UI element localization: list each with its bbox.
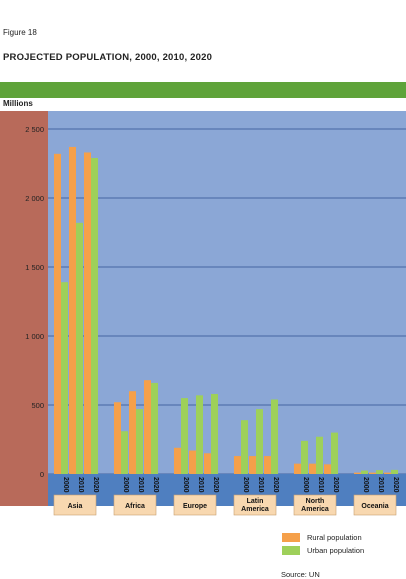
legend-item-urban: Urban population <box>282 544 364 557</box>
x-tick-year: 2000 <box>242 477 249 493</box>
region-label-box <box>233 494 277 516</box>
x-tick-year: 2000 <box>362 477 369 493</box>
y-tick-label: 2 500 <box>25 125 44 134</box>
bar-rural <box>294 463 301 474</box>
bar-rural <box>174 447 181 474</box>
bar-urban <box>91 157 98 475</box>
bar-urban <box>391 469 398 474</box>
legend-item-rural: Rural population <box>282 531 364 544</box>
plot-background <box>48 111 406 506</box>
x-tick-year: 2010 <box>197 477 204 493</box>
bar-urban <box>271 399 278 474</box>
y-axis-label: Millions <box>3 99 33 108</box>
y-tick-label: 1 500 <box>25 263 44 272</box>
bar-urban <box>331 432 338 474</box>
legend-label-urban: Urban population <box>307 546 365 555</box>
region-label: Asia <box>68 503 83 510</box>
y-tick-label: 1 000 <box>25 332 44 341</box>
bar-rural <box>189 450 196 474</box>
bar-urban <box>76 222 83 474</box>
bar-rural <box>84 152 91 474</box>
x-tick-year: 2000 <box>182 477 189 493</box>
bar-rural <box>324 464 331 474</box>
population-chart: 0 500 1 000 1 500 2 000 2 500 2000 2010 2020 Asia… <box>0 111 406 516</box>
bar-rural <box>69 146 76 474</box>
chart-title: PROJECTED POPULATION, 2000, 2010, 2020 <box>3 52 213 63</box>
x-tick-year: 2000 <box>302 477 309 493</box>
bar-rural <box>384 472 391 474</box>
bar-urban <box>196 395 203 474</box>
region-label-box <box>53 494 97 516</box>
region-label: America <box>241 506 269 513</box>
x-tick-year: 2010 <box>377 477 384 493</box>
bar-urban <box>151 382 158 474</box>
x-tick-year: 2010 <box>317 477 324 493</box>
y-axis-panel <box>0 111 48 506</box>
bar-rural <box>309 463 316 474</box>
region-label-box <box>113 494 157 516</box>
bar-rural <box>354 472 361 474</box>
source-note: Source: UN <box>281 570 320 579</box>
legend-swatch-rural <box>282 533 300 542</box>
x-tick-year: 2020 <box>152 477 159 493</box>
header-green-band <box>0 82 406 98</box>
bar-urban <box>121 431 128 474</box>
bar-rural <box>249 456 256 474</box>
x-tick-year: 2020 <box>272 477 279 493</box>
bar-urban <box>376 470 383 474</box>
legend: Rural population Urban population <box>282 531 364 557</box>
y-tick-label: 2 000 <box>25 194 44 203</box>
bar-rural <box>129 391 136 474</box>
x-tick-year: 2020 <box>392 477 399 493</box>
y-tick-label: 0 <box>40 470 44 479</box>
y-tick-label: 500 <box>31 401 44 410</box>
x-axis-band <box>48 474 406 506</box>
x-tick-year: 2020 <box>212 477 219 493</box>
region-label: America <box>301 506 329 513</box>
bar-urban <box>181 398 188 474</box>
bar-rural <box>144 380 151 474</box>
x-tick-year: 2010 <box>257 477 264 493</box>
bar-urban <box>211 393 218 474</box>
region-label: Oceania <box>361 503 388 510</box>
bar-urban <box>361 470 368 474</box>
legend-swatch-urban <box>282 546 300 555</box>
bar-urban <box>136 409 143 474</box>
bar-rural <box>204 453 211 474</box>
bar-rural <box>264 456 271 474</box>
x-tick-year: 2000 <box>62 477 69 493</box>
bar-rural <box>114 402 121 474</box>
x-tick-year: 2020 <box>92 477 99 493</box>
region-label-box <box>353 494 397 516</box>
x-tick-year: 2020 <box>332 477 339 493</box>
region-label: Europe <box>183 503 207 510</box>
legend-label-rural: Rural population <box>307 533 362 542</box>
bar-urban <box>61 282 68 474</box>
bar-urban <box>241 420 248 474</box>
bar-rural <box>234 456 241 474</box>
x-tick-year: 2000 <box>122 477 129 493</box>
x-tick-year: 2010 <box>77 477 84 493</box>
bar-urban <box>301 440 308 474</box>
bar-rural <box>54 153 61 474</box>
bar-urban <box>256 409 263 474</box>
region-label: Latin <box>247 498 264 505</box>
x-tick-year: 2010 <box>137 477 144 493</box>
region-label: North <box>306 498 325 505</box>
bar-rural <box>369 472 376 474</box>
region-label-box <box>173 494 217 516</box>
figure-label: Figure 18 <box>3 28 37 37</box>
bar-urban <box>316 436 323 474</box>
region-label: Africa <box>125 503 145 510</box>
region-label-box <box>293 494 337 516</box>
